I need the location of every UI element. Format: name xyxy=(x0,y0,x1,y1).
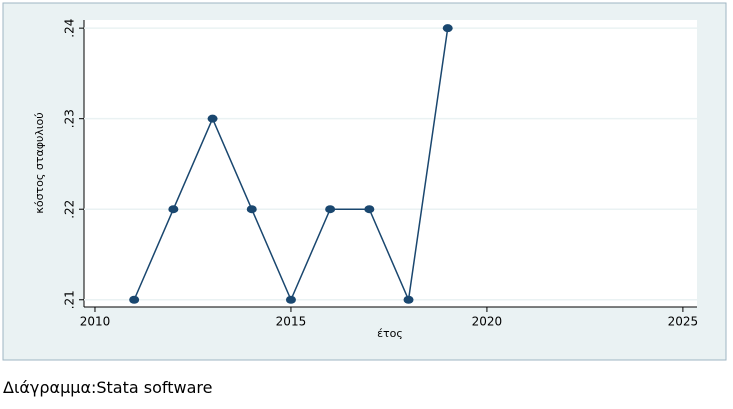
x-tick-label: 2010 xyxy=(80,315,111,329)
y-tick-label: .22 xyxy=(63,200,77,219)
marker xyxy=(207,114,218,123)
plot-region xyxy=(84,20,697,307)
x-tick-label: 2015 xyxy=(276,315,307,329)
y-tick-label: .21 xyxy=(63,290,77,309)
marker xyxy=(403,295,414,304)
marker xyxy=(246,205,257,214)
x-tick-label: 2025 xyxy=(668,315,699,329)
marker xyxy=(168,205,179,214)
y-tick-label: .23 xyxy=(63,109,77,128)
marker xyxy=(442,24,453,33)
marker xyxy=(325,205,336,214)
y-tick-label: .24 xyxy=(63,19,77,38)
marker xyxy=(364,205,375,214)
marker xyxy=(285,295,296,304)
x-axis-label: έτος xyxy=(377,327,403,340)
y-axis-label: κόστος σταφυλιού xyxy=(33,112,46,213)
chart: έτος κόστος σταφυλιού .21 .22 .23 .24 2010 20… xyxy=(2,2,727,361)
caption: Διάγραμμα:Stata software xyxy=(3,378,213,397)
x-tick-label: 2020 xyxy=(472,315,503,329)
marker xyxy=(129,295,140,304)
